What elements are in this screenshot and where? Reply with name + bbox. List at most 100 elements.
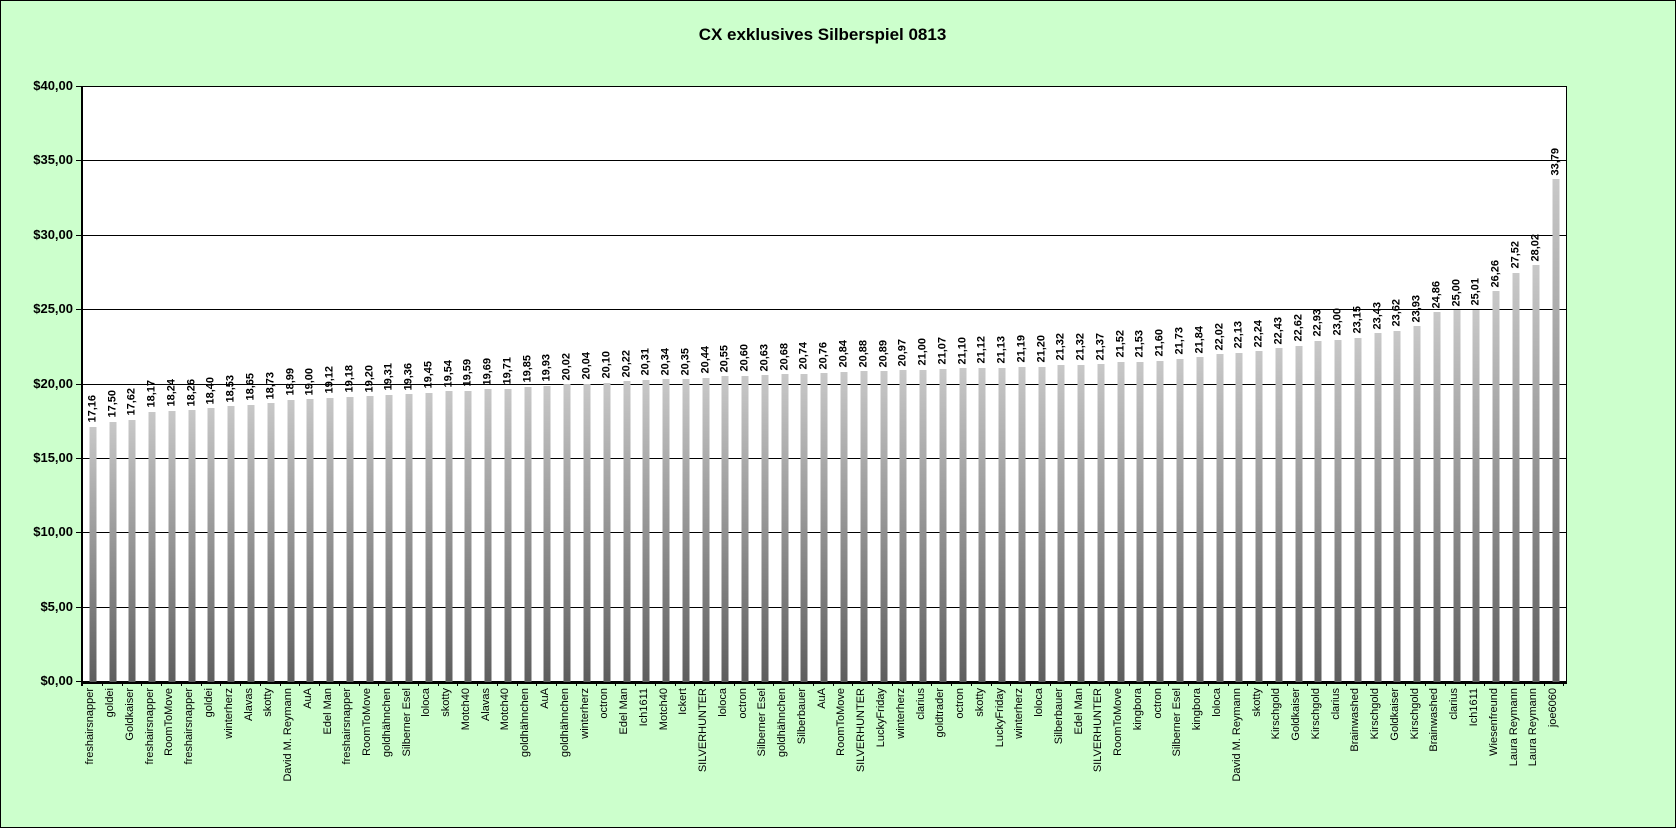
category-label: Silberner Esel (1171, 688, 1184, 757)
bar-cell: 18,17 (142, 87, 162, 682)
bar-cell: 19,36 (399, 87, 419, 682)
bar-value-label: 27,52 (1509, 241, 1522, 269)
bar (662, 379, 670, 682)
category-label: RoomToMove (163, 688, 176, 756)
bar (1216, 354, 1224, 682)
bar (899, 370, 907, 682)
y-axis-tick-label: $40,00 (33, 78, 73, 93)
category-label: Kirschgold (1369, 688, 1382, 740)
category-cell: Alavas (239, 688, 259, 827)
bar-cell: 17,62 (123, 87, 143, 682)
x-axis-tick (458, 681, 478, 686)
x-axis-tick (695, 681, 715, 686)
category-label: Goldkaiser (1290, 688, 1303, 741)
bar-value-label: 22,62 (1292, 314, 1305, 342)
category-cell: AuA (812, 688, 832, 827)
x-axis-tick (1525, 681, 1545, 686)
bar-value-label: 26,26 (1489, 259, 1502, 288)
category-cell: Goldkaiser (121, 688, 141, 827)
bar-cell: 17,16 (83, 87, 103, 682)
category-label: Kirschgold (1408, 688, 1421, 740)
x-axis-tick (952, 681, 972, 686)
x-axis-tick (162, 681, 182, 686)
bar-value-label: 19,36 (402, 362, 415, 391)
bar-value-label: 20,74 (797, 341, 810, 370)
bar-cell: 20,89 (874, 87, 894, 682)
bar (1552, 179, 1560, 682)
x-axis-tick (498, 681, 518, 686)
bar (820, 373, 828, 682)
category-label: freshairsnapper (143, 688, 156, 765)
bar-cell: 19,20 (360, 87, 380, 682)
x-axis-tick (81, 681, 103, 686)
x-axis-tick (1031, 681, 1051, 686)
x-axis-tick (1110, 681, 1130, 686)
category-cell: Brainwashed (1346, 688, 1366, 827)
bar-cell: 20,88 (854, 87, 874, 682)
x-axis-tick (636, 681, 656, 686)
bar-cell: 23,00 (1328, 87, 1348, 682)
x-axis-tick (597, 681, 617, 686)
category-cell: skotty (970, 688, 990, 827)
bar-value-label: 21,07 (936, 337, 949, 365)
x-axis-tick (537, 681, 557, 686)
x-axis-tick (972, 681, 992, 686)
x-axis-tick (123, 681, 143, 686)
bar-cell: 20,02 (557, 87, 577, 682)
category-label: freshairsnapper (84, 688, 97, 765)
bar-cell: 19,93 (538, 87, 558, 682)
category-label: AuA (301, 688, 314, 709)
category-label: AuA (538, 688, 551, 709)
category-label: Wiesenfreund (1487, 688, 1500, 756)
bar-value-label: 19,12 (323, 366, 336, 394)
category-cell: Motch40 (496, 688, 516, 827)
category-label: winterherz (222, 688, 235, 739)
bar (880, 371, 887, 682)
x-axis-tick (676, 681, 696, 686)
y-axis-tick-label: $15,00 (33, 449, 73, 465)
category-label: octron (736, 688, 749, 719)
category-label: SILVERHUNTER (855, 688, 868, 773)
category-label: winterherz (1013, 688, 1026, 739)
x-axis-tick (1426, 681, 1446, 686)
category-cell: David M. Reymann (279, 688, 299, 827)
category-label: skotty (973, 688, 986, 717)
y-axis-tick-label: $25,00 (33, 301, 73, 317)
bar-value-label: 24,86 (1430, 280, 1443, 309)
x-axis-tick (774, 681, 794, 686)
category-label: Ich1611 (637, 688, 650, 727)
x-axis-tick (300, 681, 320, 686)
bar-cell: 22,24 (1249, 87, 1269, 682)
bar-value-label: 21,19 (1015, 335, 1028, 363)
bar-cell: 19,54 (439, 87, 459, 682)
bar (484, 389, 492, 682)
bar (109, 421, 117, 682)
category-label: Motch40 (499, 688, 512, 731)
bar-value-label: 18,17 (145, 380, 158, 408)
category-label: RoomToMove (1112, 688, 1125, 756)
bar-value-label: 21,32 (1054, 333, 1067, 361)
category-label: SILVERHUNTER (697, 688, 710, 773)
bar (1097, 364, 1105, 682)
category-label: Kirschgold (1270, 688, 1283, 740)
bar-cell: 21,53 (1131, 87, 1151, 682)
category-cell: winterherz (891, 688, 911, 827)
bar (1393, 330, 1401, 682)
y-axis-tick-label: $20,00 (33, 375, 73, 391)
bar-cell: 20,55 (716, 87, 736, 682)
bar-value-label: 20,55 (718, 344, 731, 373)
category-label: goldtrader (934, 688, 947, 738)
x-axis-tick (1130, 681, 1150, 686)
bar (1413, 326, 1421, 682)
bar-value-label: 20,63 (758, 343, 771, 372)
bar-cell: 18,26 (182, 87, 202, 682)
category-label: octron (598, 688, 611, 719)
category-label: octron (1151, 688, 1164, 719)
x-axis-tick (1209, 681, 1229, 686)
category-cell: octron (595, 688, 615, 827)
category-label: Silberbauer (795, 688, 808, 745)
bar-cell: 18,53 (221, 87, 241, 682)
bar-value-label: 20,60 (738, 344, 751, 372)
category-label: skotty (1250, 688, 1263, 717)
x-axis-tick (656, 681, 676, 686)
